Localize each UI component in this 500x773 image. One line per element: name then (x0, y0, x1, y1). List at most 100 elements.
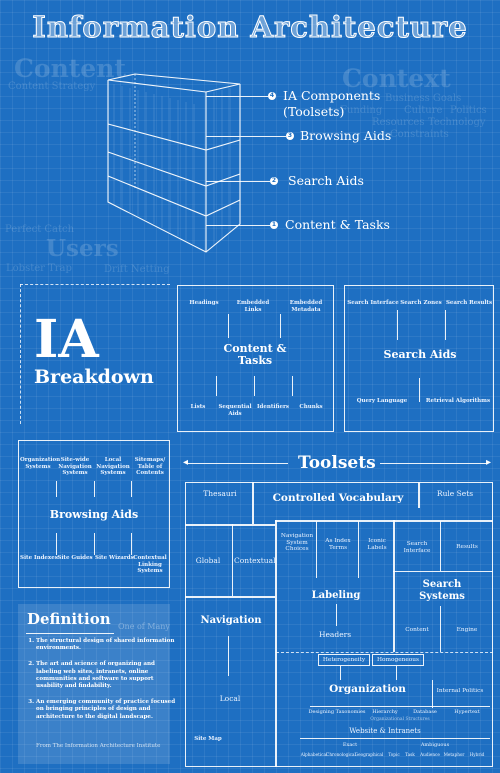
bg-word-politics: Politics (450, 105, 487, 116)
scheme-audience: Audience (420, 752, 440, 757)
toolset-organizational-structures: Organizational Structures (370, 717, 430, 722)
toolset-thesauri: Thesauri (203, 489, 237, 498)
toolset-exact: Exact (342, 742, 358, 748)
divider (56, 481, 57, 497)
breakdown-frame-top (20, 284, 170, 285)
divider (254, 376, 255, 396)
toolset-organization: Organization (329, 683, 406, 695)
layer-label-content-tasks: Content & Tasks (285, 217, 390, 232)
browsing-aids-item: Sitemaps/ Table of Contents (134, 457, 166, 476)
content-tasks-title: Content & Tasks (223, 342, 287, 367)
search-aids-item: Search Results (445, 300, 493, 306)
browsing-aids-item: Site Guides (57, 555, 93, 561)
divider (228, 636, 229, 676)
toolset-hypertext: Hypertext (454, 709, 480, 715)
toolset-database: Database (413, 709, 437, 715)
browsing-aids-item: Organization Systems (20, 457, 61, 470)
content-tasks-item: Embedded Metadata (289, 300, 323, 313)
bg-word-resources: Resources (372, 117, 425, 128)
divider (445, 310, 446, 340)
arrow-left-icon: ◂ (183, 457, 189, 468)
divider (393, 520, 395, 652)
breakdown-frame-left (20, 284, 21, 424)
bg-word-constraints: Constraints (390, 129, 449, 140)
scheme-chronological: Chronological (326, 752, 356, 757)
divider (358, 521, 359, 578)
toolset-headers: Headers (318, 630, 352, 639)
bg-word-users: Users (46, 235, 119, 262)
heterogeneity-box (318, 654, 370, 666)
layer-number-badge: 2 (270, 177, 278, 185)
content-tasks-box: Headings Embedded Links Embedded Metadat… (177, 285, 334, 432)
definition-item: An emerging community of practice focuse… (36, 699, 182, 721)
toolset-as-index-terms: As Index Terms (325, 538, 351, 551)
ia-layer-box-illustration (107, 73, 241, 253)
divider (310, 706, 490, 707)
toolset-website-intranets: Website & Intranets (349, 727, 421, 735)
search-aids-item: Search Interface (347, 300, 399, 306)
scheme-metaphor: Metaphor (443, 752, 465, 757)
toolset-navigation: Navigation (200, 615, 262, 626)
toolset-site-map: Site Map (194, 736, 222, 742)
browsing-aids-item: Site Wizards (95, 555, 134, 561)
divider (440, 521, 441, 571)
divider (216, 376, 217, 396)
scheme-task: Task (405, 752, 415, 757)
search-aids-item: Query Language (356, 398, 408, 404)
divider (393, 571, 493, 572)
definition-one-of-many: One of Many (118, 622, 170, 631)
toolset-ambiguous: Ambiguous (420, 742, 450, 748)
toolsets-box (185, 482, 493, 767)
divider (280, 314, 281, 338)
search-aids-title: Search Aids (383, 348, 457, 361)
toolset-homogeneous: Homogeneous (376, 657, 420, 663)
definition-underline (26, 633, 114, 634)
divider (131, 481, 132, 497)
browsing-aids-item: Contextual Linking Systems (133, 555, 167, 574)
toolsets-arrow-line-left (188, 463, 288, 464)
definition-item: The art and science of organizing and la… (36, 661, 182, 690)
layer-label-browsing-aids: Browsing Aids (300, 128, 392, 143)
breakdown-ia-heading: IA (34, 309, 99, 370)
search-aids-item: Retrieval Algorithms (425, 398, 491, 404)
bg-word-technology: Technology (428, 117, 486, 128)
divider (252, 482, 254, 524)
homogeneous-box (372, 654, 424, 666)
divider (292, 376, 293, 396)
bg-word-culture: Culture (404, 105, 443, 116)
divider (300, 738, 490, 739)
bg-word-context: Context (342, 64, 451, 93)
page-title: Information Architecture (32, 10, 468, 45)
arrow-right-icon: ▸ (486, 457, 492, 468)
bg-word-business-goals: Business Goals (385, 93, 462, 104)
toolset-global: Global (195, 556, 221, 565)
browsing-aids-item: Site-wide Navigation Systems (58, 457, 92, 476)
content-tasks-item: Lists (190, 404, 206, 410)
divider (396, 666, 397, 680)
divider (336, 604, 337, 626)
bg-word-perfect-catch: Perfect Catch (5, 224, 75, 235)
browsing-aids-title: Browsing Aids (49, 508, 139, 521)
toolset-contextual: Contextual (234, 556, 276, 565)
content-tasks-item: Embedded Links (236, 300, 270, 313)
toolset-designing-taxonomies: Designing Taxonomies (308, 709, 366, 715)
toolset-iconic-labels: Iconic Labels (367, 538, 387, 551)
content-tasks-item: Sequential Aids (218, 404, 252, 417)
layer-pointer-line (206, 96, 268, 97)
toolset-labeling: Labeling (311, 590, 361, 601)
toolset-search-interface: Search Interface (403, 541, 431, 554)
divider (185, 596, 275, 598)
toolset-search-systems: Search Systems (419, 579, 465, 602)
organization-top-line (276, 652, 493, 653)
scheme-hybrid: Hybrid (469, 752, 485, 757)
divider (432, 680, 433, 708)
divider (94, 481, 95, 497)
divider (419, 378, 420, 402)
toolset-content: Content (405, 627, 429, 633)
definition-list: The structural design of shared informat… (18, 638, 182, 730)
toolset-engine: Engine (456, 627, 478, 633)
divider (275, 520, 493, 522)
content-tasks-item: Identifiers (256, 404, 290, 410)
layer-number-badge: 1 (270, 221, 278, 229)
divider (340, 666, 341, 680)
